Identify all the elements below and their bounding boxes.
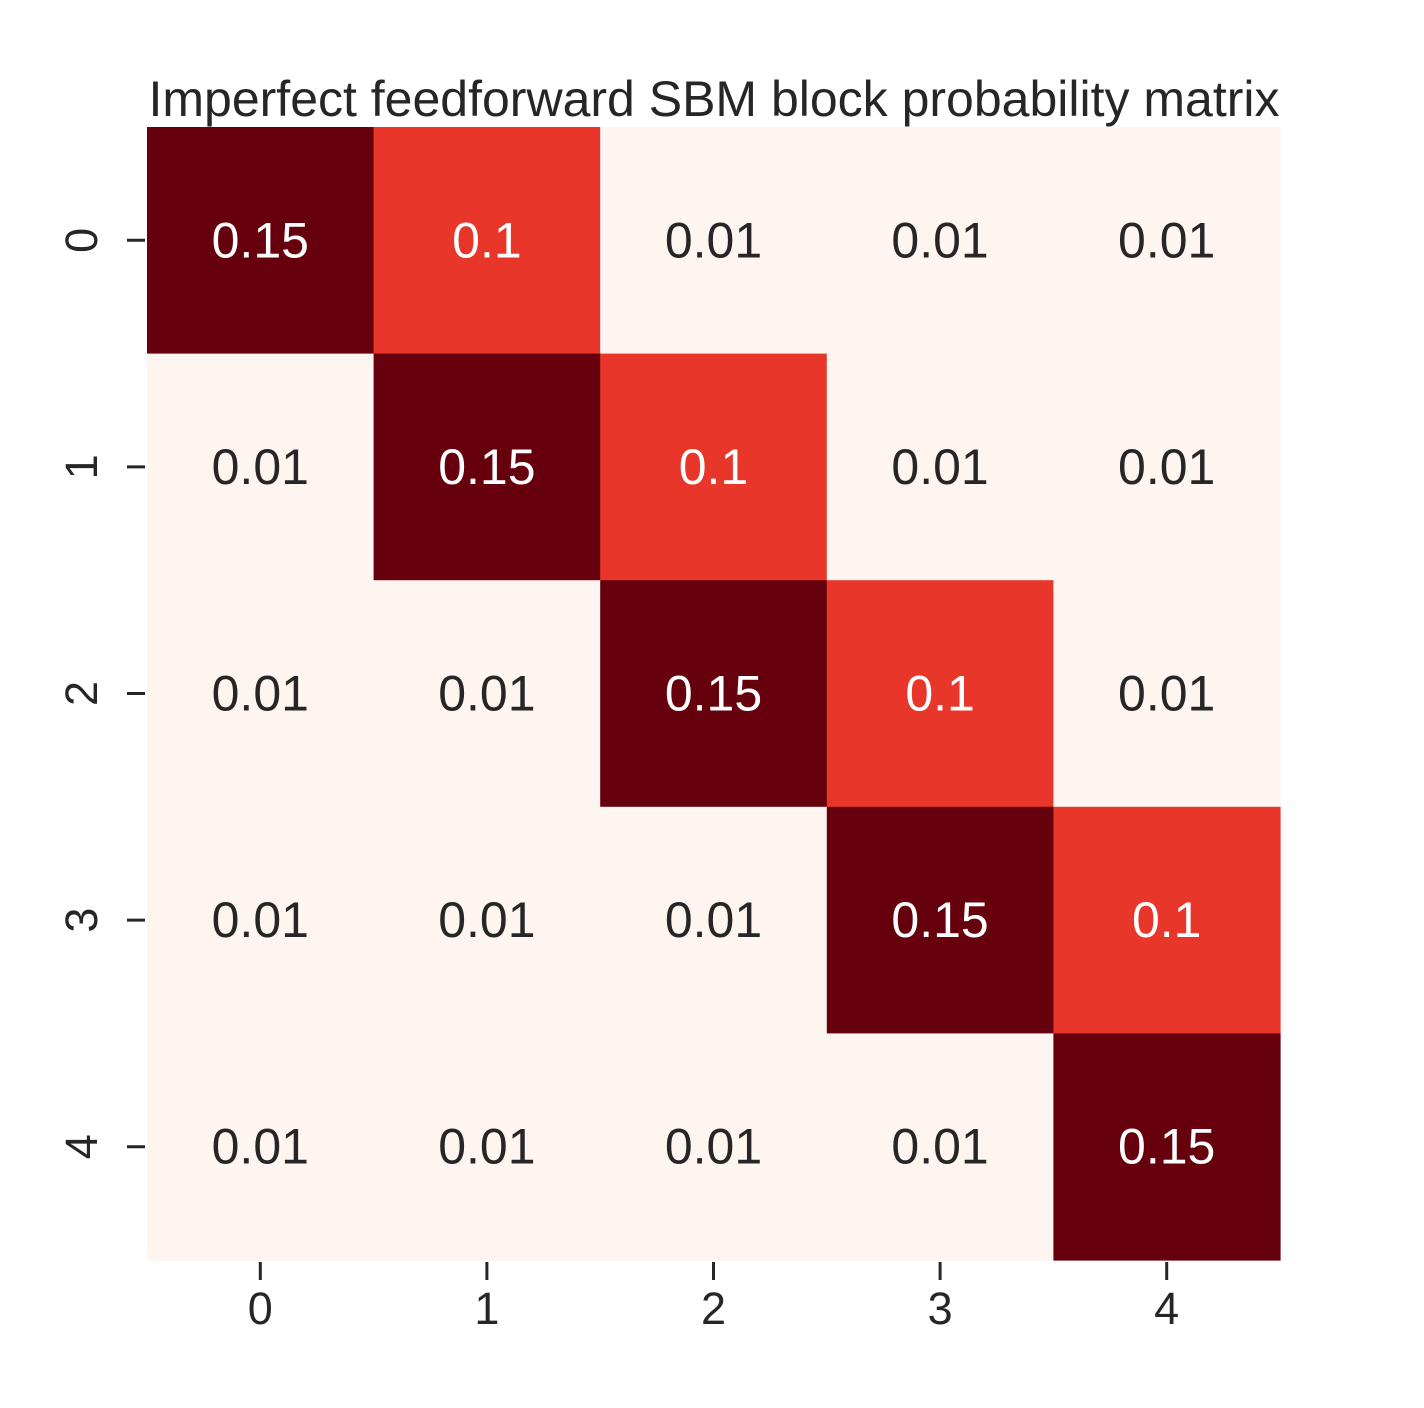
heatmap-cell-r3-c4 <box>1053 806 1281 1034</box>
cell-value-label-r2-c3: 0.1 <box>905 666 975 722</box>
heatmap-cell-r4-c1 <box>373 1033 601 1261</box>
heatmap-cell-r2-c3 <box>826 580 1054 808</box>
x-tick-label-1: 1 <box>474 1283 499 1334</box>
heatmap-cell-r4-c3 <box>826 1033 1054 1261</box>
cell-value-label-r0-c4: 0.01 <box>1118 212 1215 268</box>
cell-value-label-r2-c4: 0.01 <box>1118 666 1215 722</box>
cell-value-label-r3-c3: 0.15 <box>891 892 988 948</box>
heatmap-cell-r0-c4 <box>1053 127 1281 355</box>
y-tick-label-4: 4 <box>56 1134 107 1159</box>
x-tick-label-4: 4 <box>1154 1283 1179 1334</box>
x-tick-label-3: 3 <box>928 1283 953 1334</box>
cell-value-label-r1-c2: 0.1 <box>679 439 749 495</box>
heatmap-cell-r1-c1 <box>373 353 601 581</box>
cell-value-label-r1-c0: 0.01 <box>212 439 309 495</box>
cell-value-label-r3-c4: 0.1 <box>1132 892 1202 948</box>
y-tick-label-1: 1 <box>56 454 107 479</box>
heatmap-cell-r4-c2 <box>600 1033 828 1261</box>
cell-value-label-r1-c3: 0.01 <box>891 439 988 495</box>
heatmap-cell-r1-c4 <box>1053 353 1281 581</box>
x-axis: 0 1 2 3 4 <box>248 1262 1179 1334</box>
x-tick-label-0: 0 <box>248 1283 273 1334</box>
heatmap-cell-r3-c1 <box>373 806 601 1034</box>
cell-value-label-r4-c3: 0.01 <box>891 1119 988 1175</box>
cell-value-label-r0-c0: 0.15 <box>212 212 309 268</box>
cell-value-label-r3-c1: 0.01 <box>438 892 535 948</box>
heatmap-cell-r2-c2 <box>600 580 828 808</box>
heatmap-cell-r4-c4 <box>1053 1033 1281 1261</box>
cell-value-label-r0-c2: 0.01 <box>665 212 762 268</box>
cell-value-label-r2-c0: 0.01 <box>212 666 309 722</box>
cell-value-label-r3-c0: 0.01 <box>212 892 309 948</box>
y-axis: 0 1 2 3 4 <box>56 228 145 1159</box>
heatmap-cell-r1-c0 <box>147 353 375 581</box>
heatmap-cell-r0-c1 <box>373 127 601 355</box>
y-tick-label-3: 3 <box>56 908 107 933</box>
heatmap-cell-r0-c3 <box>826 127 1054 355</box>
heatmap-cell-r2-c1 <box>373 580 601 808</box>
cell-value-label-r0-c3: 0.01 <box>891 212 988 268</box>
cell-value-label-r2-c1: 0.01 <box>438 666 535 722</box>
chart-title: Imperfect feedforward SBM block probabil… <box>149 71 1280 127</box>
cell-value-label-r4-c0: 0.01 <box>212 1119 309 1175</box>
cell-value-label-r1-c4: 0.01 <box>1118 439 1215 495</box>
cell-value-label-r4-c4: 0.15 <box>1118 1119 1215 1175</box>
heatmap-cell-r3-c3 <box>826 806 1054 1034</box>
heatmap-cells <box>147 127 1281 1261</box>
heatmap-cell-r3-c2 <box>600 806 828 1034</box>
cell-value-label-r4-c2: 0.01 <box>665 1119 762 1175</box>
heatmap-cell-r1-c2 <box>600 353 828 581</box>
y-tick-label-2: 2 <box>56 681 107 706</box>
y-tick-label-0: 0 <box>56 228 107 253</box>
cell-value-label-r2-c2: 0.15 <box>665 666 762 722</box>
heatmap-cell-r0-c2 <box>600 127 828 355</box>
heatmap-cell-r3-c0 <box>147 806 375 1034</box>
x-tick-label-2: 2 <box>701 1283 726 1334</box>
heatmap-cell-r1-c3 <box>826 353 1054 581</box>
heatmap-cell-r0-c0 <box>147 127 375 355</box>
heatmap-cell-labels: 0.15 0.1 0.01 0.01 0.01 0.01 0.15 0.1 0.01 0.01 0.… <box>212 212 1216 1174</box>
heatmap-cell-r2-c4 <box>1053 580 1281 808</box>
cell-value-label-r1-c1: 0.15 <box>438 439 535 495</box>
cell-value-label-r4-c1: 0.01 <box>438 1119 535 1175</box>
heatmap-cell-r4-c0 <box>147 1033 375 1261</box>
heatmap-cell-r2-c0 <box>147 580 375 808</box>
cell-value-label-r3-c2: 0.01 <box>665 892 762 948</box>
cell-value-label-r0-c1: 0.1 <box>452 212 522 268</box>
